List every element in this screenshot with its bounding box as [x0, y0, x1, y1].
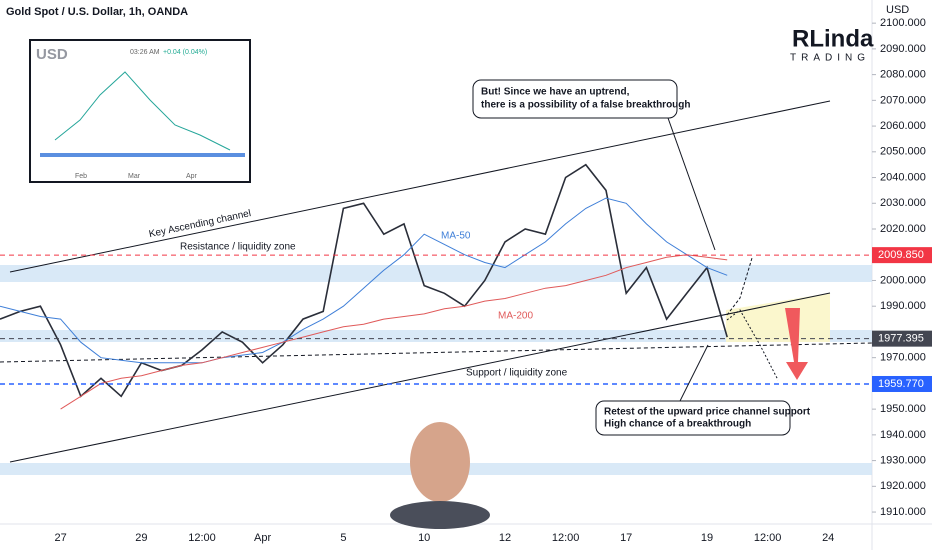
- level-tag: [872, 375, 932, 392]
- callout-text: But! Since we have an uptrend,: [481, 87, 630, 98]
- y-tick-label: 2050.000: [880, 146, 926, 158]
- inset-line: [54, 71, 231, 151]
- y-tick-label: 1950.000: [880, 403, 926, 415]
- callout-text: there is a possibility of a false breakt…: [481, 100, 691, 111]
- currency: USD: [886, 4, 909, 16]
- y-tick-label: 1940.000: [880, 429, 926, 441]
- resistance-zone: [0, 265, 872, 282]
- inset-time: 03:26 AM: [130, 49, 160, 56]
- level-tag: [872, 247, 932, 264]
- projection: [726, 257, 753, 316]
- projection: [726, 309, 779, 381]
- series-line: [0, 197, 728, 364]
- down-arrow: [785, 308, 808, 380]
- inset-change: +0.04 (0.04%): [163, 49, 207, 56]
- annotation: Resistance / liquidity zone: [180, 242, 296, 253]
- x-tick-label: 29: [135, 532, 147, 544]
- support-trendline: [0, 342, 873, 363]
- reaction-image: [390, 501, 490, 529]
- x-tick-label: Apr: [254, 532, 271, 544]
- x-tick-label: 10: [418, 532, 430, 544]
- y-tick-label: 2020.000: [880, 223, 926, 235]
- x-tick-label: 5: [340, 532, 346, 544]
- channel-lower: [9, 292, 831, 463]
- x-tick-label: 27: [54, 532, 66, 544]
- y-tick-label: 2030.000: [880, 197, 926, 209]
- annotation: MA-50: [441, 231, 471, 242]
- x-tick-label: 12: [499, 532, 511, 544]
- x-tick-label: 12:00: [754, 532, 782, 544]
- annotation: MA-200: [498, 311, 533, 322]
- series-line: [60, 254, 728, 410]
- inset-title: USD: [36, 46, 68, 63]
- x-tick-label: 12:00: [188, 532, 216, 544]
- series-line: [0, 163, 728, 398]
- y-tick-label: 1970.000: [880, 352, 926, 364]
- y-tick-label: 1990.000: [880, 300, 926, 312]
- y-tick-label: 2070.000: [880, 94, 926, 106]
- logo: RLinda: [792, 25, 874, 52]
- level-tag: [872, 330, 932, 347]
- retest-zone: [726, 293, 830, 342]
- y-tick-label: 2080.000: [880, 69, 926, 81]
- callout-text: High chance of a breakthrough: [604, 419, 751, 430]
- channel-upper: [9, 100, 831, 273]
- y-tick-label: 1910.000: [880, 506, 926, 518]
- y-tick-label: 2100.000: [880, 17, 926, 29]
- level-label: 1959.770: [878, 378, 924, 390]
- reaction-image: [410, 422, 470, 502]
- x-tick-label: 12:00: [552, 532, 580, 544]
- callout-text: Retest of the upward price channel suppo…: [604, 407, 811, 418]
- inset-chart: [29, 39, 251, 183]
- logo-sub: TRADING: [790, 53, 870, 64]
- y-tick-label: 1920.000: [880, 480, 926, 492]
- annotation: Support / liquidity zone: [466, 368, 568, 379]
- y-tick-label: 2040.000: [880, 171, 926, 183]
- x-tick-label: 19: [701, 532, 713, 544]
- inset-month: Mar: [128, 173, 141, 180]
- y-tick-label: 2090.000: [880, 43, 926, 55]
- y-tick-label: 2000.000: [880, 274, 926, 286]
- inset-month: Feb: [75, 173, 87, 180]
- callout-pointer: [667, 117, 716, 251]
- y-tick-label: 1930.000: [880, 454, 926, 466]
- level-label: 1977.395: [878, 333, 924, 345]
- x-tick-label: 17: [620, 532, 632, 544]
- inset-month: Apr: [186, 173, 198, 180]
- callout-box: [472, 79, 678, 119]
- y-tick-label: 2060.000: [880, 120, 926, 132]
- chart-title: Gold Spot / U.S. Dollar, 1h, OANDA: [6, 6, 188, 18]
- level-label: 2009.850: [878, 249, 924, 261]
- callout-pointer: [679, 344, 709, 402]
- x-tick-label: 24: [822, 532, 834, 544]
- callout-box: [595, 400, 791, 436]
